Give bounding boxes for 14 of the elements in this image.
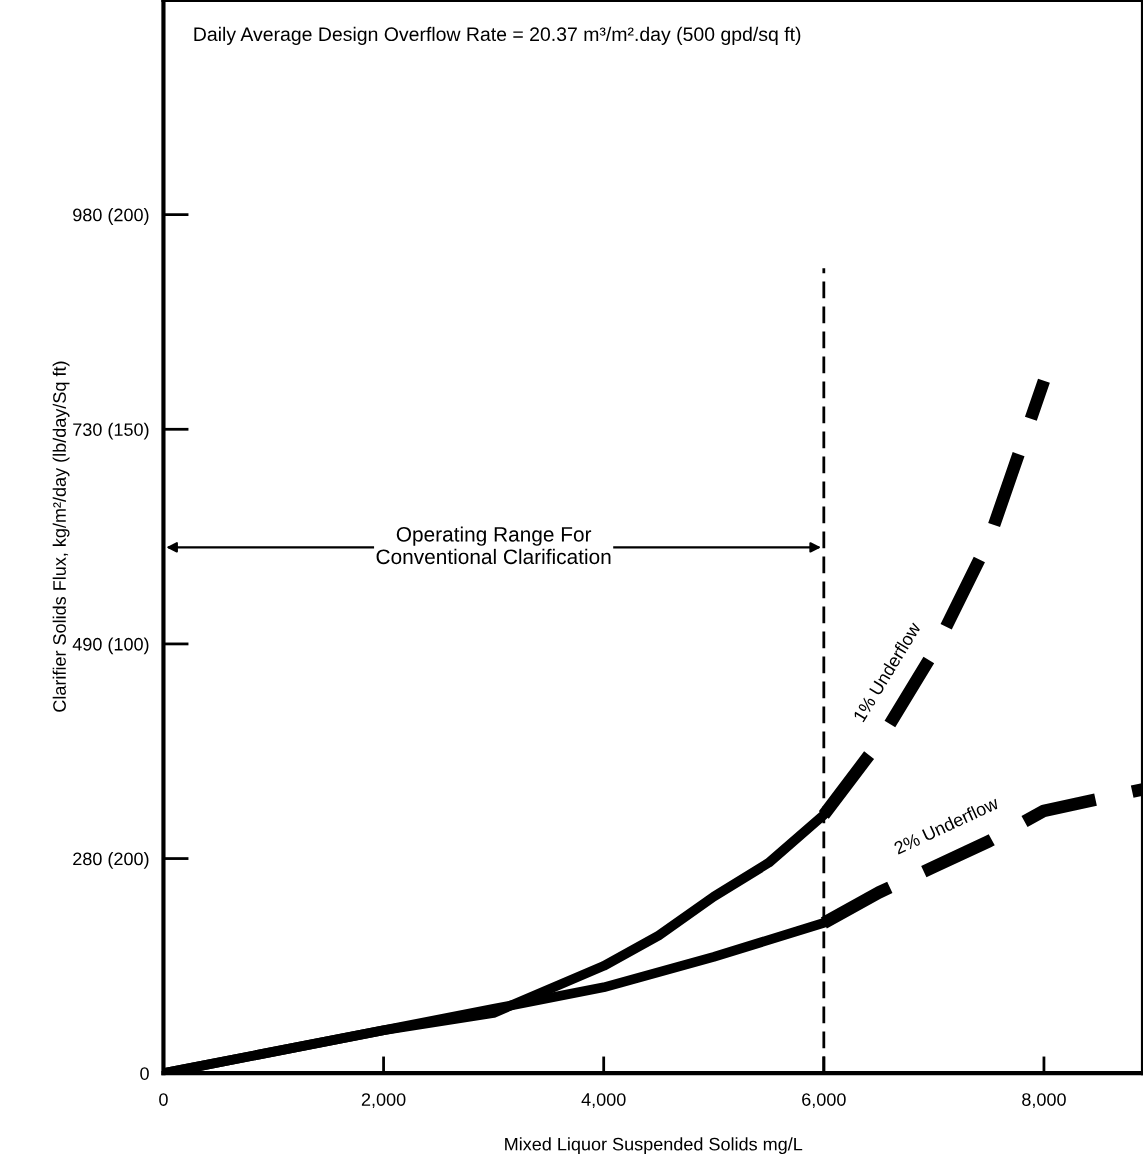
- x-axis-title: Mixed Liquor Suspended Solids mg/L: [505, 1137, 803, 1155]
- y-axis-title: Clarifier Solids Flux, kg/m²/day (lb/day/Sq ft): [52, 361, 70, 712]
- x-tick-label: 2,000: [361, 1093, 406, 1109]
- text: 980 (200): [73, 208, 149, 225]
- annotation: Operating Range For Conventional Clarification: [376, 526, 611, 565]
- x-tick-label: 0: [159, 1093, 168, 1106]
- x-tick-label: 6,000: [802, 1093, 846, 1109]
- text: 490 (100): [72, 637, 149, 655]
- text: Daily Average Design Overflow Rate = 20.37 m³/m².day (500 gpd/sq ft): [194, 26, 801, 45]
- text: 730 (150): [73, 422, 149, 440]
- x-tick-label: 8,000: [1022, 1093, 1066, 1109]
- text: 0: [140, 1067, 149, 1080]
- x-tick-label: 4,000: [581, 1093, 626, 1109]
- text: 280 (200): [73, 852, 149, 869]
